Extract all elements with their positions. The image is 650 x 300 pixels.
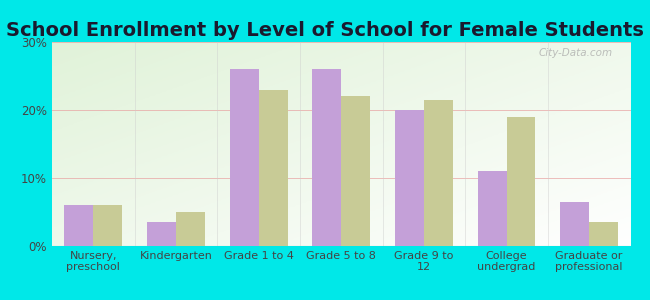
Bar — [229, 69, 259, 246]
Bar — [176, 212, 205, 246]
Bar — [312, 69, 341, 246]
Bar — [147, 222, 176, 246]
Text: City-Data.com: City-Data.com — [539, 48, 613, 58]
Bar — [341, 96, 370, 246]
Bar — [94, 205, 122, 246]
Bar — [589, 222, 618, 246]
Bar — [259, 90, 287, 246]
Bar — [478, 171, 506, 246]
Bar — [64, 205, 94, 246]
Bar — [506, 117, 536, 246]
Bar — [560, 202, 589, 246]
Bar — [424, 100, 453, 246]
Text: School Enrollment by Level of School for Female Students: School Enrollment by Level of School for… — [6, 21, 644, 40]
Bar — [395, 110, 424, 246]
